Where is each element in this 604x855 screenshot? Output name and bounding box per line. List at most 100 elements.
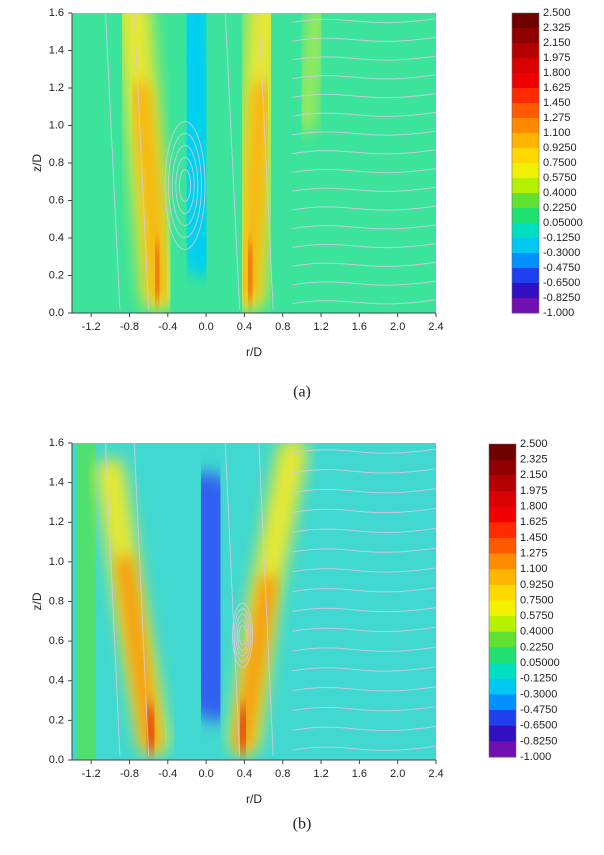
streamline (292, 261, 436, 267)
x-tick-label: 2.4 (428, 321, 443, 333)
colorbar-band (489, 694, 516, 711)
streamline (224, 443, 241, 757)
streamline (292, 149, 436, 155)
streamline (235, 613, 250, 657)
colorbar-band (512, 73, 539, 89)
colorbar-tick-label: 2.500 (543, 7, 571, 19)
streamline (133, 443, 150, 757)
colorbar-tick-label: 0.9250 (543, 142, 577, 154)
y-tick-label: 0.0 (49, 754, 64, 766)
colorbar-tick-label: 1.625 (543, 82, 571, 94)
colorbar-tick-label: 1.975 (520, 485, 548, 497)
x-tick-label: -0.8 (120, 768, 139, 780)
streamline (258, 13, 274, 310)
colorbar-tick-label: 0.5750 (543, 172, 577, 184)
colorbar-tick-label: -0.3000 (543, 247, 580, 259)
x-tick-label: 0.0 (198, 768, 213, 780)
colorbar-tick-label: 0.2250 (520, 641, 554, 653)
colorbar-band (489, 647, 516, 664)
colorbar-tick-label: -0.4750 (543, 262, 580, 274)
streamline (292, 606, 436, 613)
colorbar-tick-label: -0.4750 (520, 704, 557, 716)
colorbar-tick-label: 0.5750 (520, 610, 554, 622)
streamline (292, 130, 436, 136)
x-axis-label: r/D (246, 345, 262, 359)
colorbar-band (512, 58, 539, 74)
colorbar-tick-label: 0.2250 (543, 202, 577, 214)
x-tick-label: 0.0 (198, 321, 213, 333)
colorbar-tick-label: 1.275 (520, 547, 548, 559)
colorbar-tick-label: -0.8250 (543, 292, 580, 304)
streamline (292, 666, 436, 672)
colorbar-tick-label: -1.000 (543, 307, 574, 319)
field-region (152, 243, 163, 302)
streamline (258, 443, 274, 757)
colorbar-band (489, 616, 516, 633)
streamline (292, 280, 436, 286)
colorbar-band (512, 133, 539, 149)
colorbar-tick-label: 0.4000 (520, 626, 554, 638)
colorbar-band (489, 490, 516, 508)
colorbar-band (489, 725, 516, 742)
streamline (292, 93, 436, 99)
field-region (171, 13, 222, 277)
caption: (b) (293, 816, 312, 833)
streamline (168, 133, 202, 238)
colorbar-tick-label: 0.9250 (520, 579, 554, 591)
x-tick-label: 0.4 (237, 768, 252, 780)
colorbar-tick-label: 1.275 (543, 112, 571, 124)
colorbar-band (512, 208, 539, 224)
y-tick-label: 1.4 (49, 477, 64, 489)
colorbar-band (489, 584, 516, 601)
y-tick-label: 0.8 (49, 595, 64, 607)
streamline (292, 36, 436, 42)
streamline (292, 547, 436, 553)
colorbar-frame (488, 443, 517, 758)
streamline (292, 468, 436, 474)
colorbar-band (512, 163, 539, 179)
y-axis-label: z/D (30, 592, 44, 610)
colorbar-tick-label: -0.6500 (543, 277, 580, 289)
x-tick-label: 0.8 (275, 321, 290, 333)
y-tick-label: 0.6 (49, 635, 64, 647)
colorbar-band (512, 223, 539, 239)
colorbar-tick-label: -0.1250 (543, 232, 580, 244)
streamline (292, 706, 436, 712)
colorbar-tick-label: 2.150 (520, 469, 548, 481)
y-tick-label: 0.4 (49, 675, 64, 687)
colorbar-band (489, 553, 516, 570)
y-tick-label: 1.0 (49, 119, 64, 131)
colorbar-tick-label: 1.800 (520, 501, 548, 513)
colorbar-tick-label: 2.500 (520, 438, 548, 450)
colorbar-band (512, 253, 539, 269)
colorbar-band (489, 522, 516, 539)
streamline (238, 625, 247, 646)
colorbar-tick-label: 2.150 (543, 37, 571, 49)
colorbar-tick-label: 1.450 (543, 97, 571, 109)
streamline (175, 157, 195, 214)
colorbar-band (512, 238, 539, 254)
streamline (292, 111, 436, 117)
colorbar-band (489, 444, 516, 461)
streamline (292, 488, 436, 494)
streamline (232, 602, 254, 668)
streamline (292, 587, 436, 593)
streamline (224, 13, 241, 310)
streamline (164, 121, 206, 250)
colorbar-band (489, 741, 516, 758)
colorbar-tick-label: 0.7500 (520, 594, 554, 606)
streamline (178, 169, 192, 202)
colorbar-band (489, 569, 516, 586)
colorbar-tick-label: 0.4000 (543, 187, 577, 199)
streamline (292, 527, 436, 533)
colorbar-tick-label: 1.100 (543, 127, 571, 139)
y-axis-label: z/D (30, 154, 44, 172)
colorbar-tick-label: 1.450 (520, 532, 548, 544)
colorbar-tick-label: -0.6500 (520, 720, 557, 732)
streamline (292, 18, 436, 24)
streamline (292, 686, 436, 692)
colorbar-tick-label: 1.625 (520, 516, 548, 528)
colorbar-band (489, 459, 516, 476)
y-tick-label: 0.2 (49, 269, 64, 281)
